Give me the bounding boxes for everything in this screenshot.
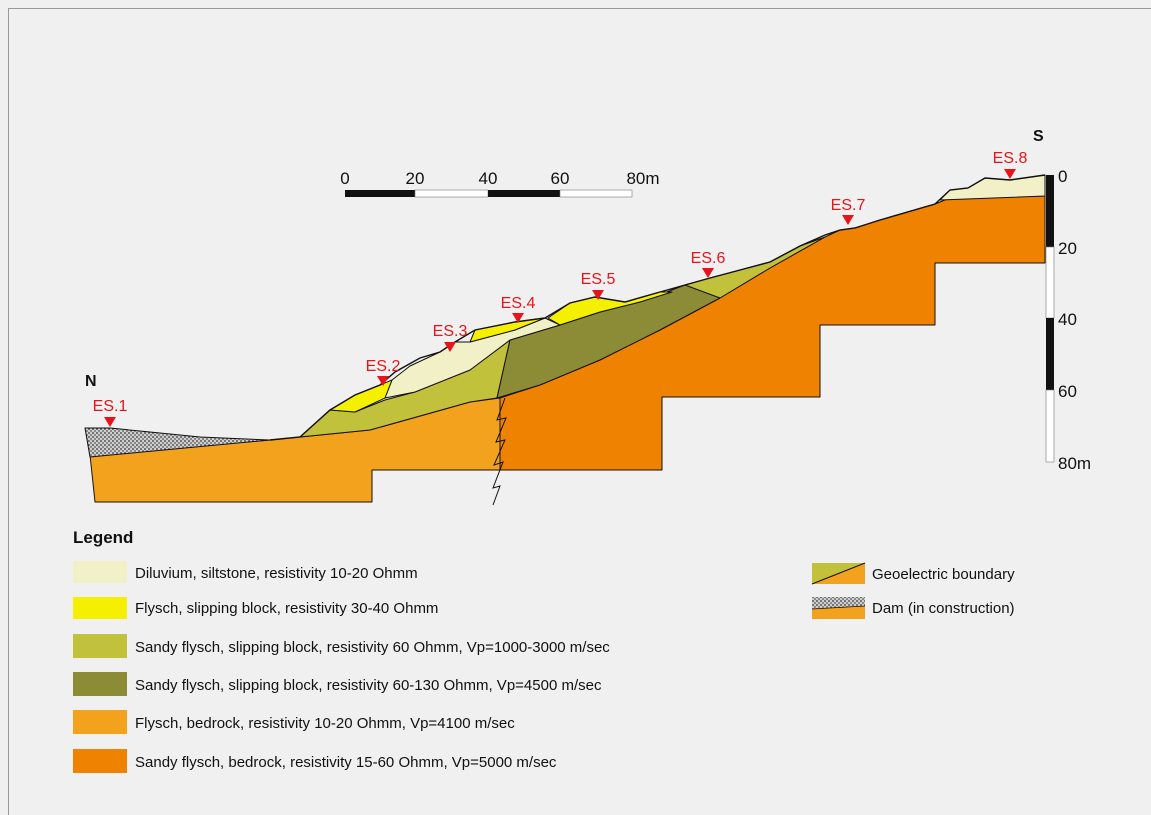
horizontal-scale: 0 20 40 60 80m bbox=[340, 169, 660, 198]
fault bbox=[492, 397, 507, 506]
station-label: ES.2 bbox=[366, 358, 401, 375]
scale-label: 60 bbox=[1058, 382, 1077, 401]
legend-item: Flysch, slipping block, resistivity 30-4… bbox=[135, 600, 438, 617]
legend-swatch bbox=[73, 710, 127, 734]
legend-item: Geoelectric boundary bbox=[872, 566, 1015, 583]
scale-label: 0 bbox=[1058, 167, 1067, 186]
station-label: ES.4 bbox=[501, 295, 536, 312]
south-label: S bbox=[1033, 128, 1044, 145]
legend-swatch bbox=[73, 749, 127, 773]
stations: ES.1 ES.2 ES.3 ES.4 ES.5 ES.6 ES.7 ES.8 bbox=[93, 150, 1028, 427]
legend-item: Flysch, bedrock, resistivity 10-20 Ohmm,… bbox=[135, 715, 515, 732]
scale-label: 20 bbox=[1058, 239, 1077, 258]
legend-title: Legend bbox=[73, 528, 133, 547]
surface bbox=[269, 174, 1046, 441]
station-marker bbox=[377, 376, 389, 386]
legend-swatch bbox=[73, 597, 127, 619]
scale-label: 80m bbox=[626, 169, 659, 188]
scale-label: 60 bbox=[551, 169, 570, 188]
station-marker bbox=[592, 290, 604, 300]
north-label: N bbox=[85, 373, 97, 390]
scale-label: 0 bbox=[340, 169, 349, 188]
legend: Legend Diluvium, siltstone, resistivity … bbox=[73, 528, 1015, 773]
vertical-scale: 0 20 40 60 80m bbox=[1045, 167, 1091, 473]
station-label: ES.6 bbox=[691, 250, 726, 267]
legend-item: Diluvium, siltstone, resistivity 10-20 O… bbox=[135, 565, 418, 582]
station-label: ES.5 bbox=[581, 271, 616, 288]
scale-label: 40 bbox=[1058, 310, 1077, 329]
dam bbox=[84, 427, 271, 458]
scale-label: 40 bbox=[479, 169, 498, 188]
legend-swatch bbox=[73, 561, 127, 583]
legend-item: Sandy flysch, slipping block, resistivit… bbox=[135, 639, 610, 656]
station-marker bbox=[512, 313, 524, 323]
geology bbox=[84, 174, 1046, 506]
legend-item: Dam (in construction) bbox=[872, 600, 1015, 617]
station-marker bbox=[104, 417, 116, 427]
station-label: ES.3 bbox=[433, 323, 468, 340]
scale-label: 20 bbox=[406, 169, 425, 188]
legend-swatch bbox=[811, 562, 866, 585]
station-marker bbox=[444, 342, 456, 352]
legend-swatch bbox=[811, 597, 866, 619]
legend-swatch bbox=[73, 672, 127, 696]
station-marker bbox=[1004, 169, 1016, 179]
legend-swatch bbox=[73, 634, 127, 658]
scale-label: 80m bbox=[1058, 454, 1091, 473]
legend-item: Sandy flysch, slipping block, resistivit… bbox=[135, 677, 602, 694]
station-marker bbox=[842, 215, 854, 225]
station-marker bbox=[702, 268, 714, 278]
station-label: ES.8 bbox=[993, 150, 1028, 167]
station-label: ES.1 bbox=[93, 398, 128, 415]
station-label: ES.7 bbox=[831, 197, 866, 214]
legend-item: Sandy flysch, bedrock, resistivity 15-60… bbox=[135, 754, 557, 771]
